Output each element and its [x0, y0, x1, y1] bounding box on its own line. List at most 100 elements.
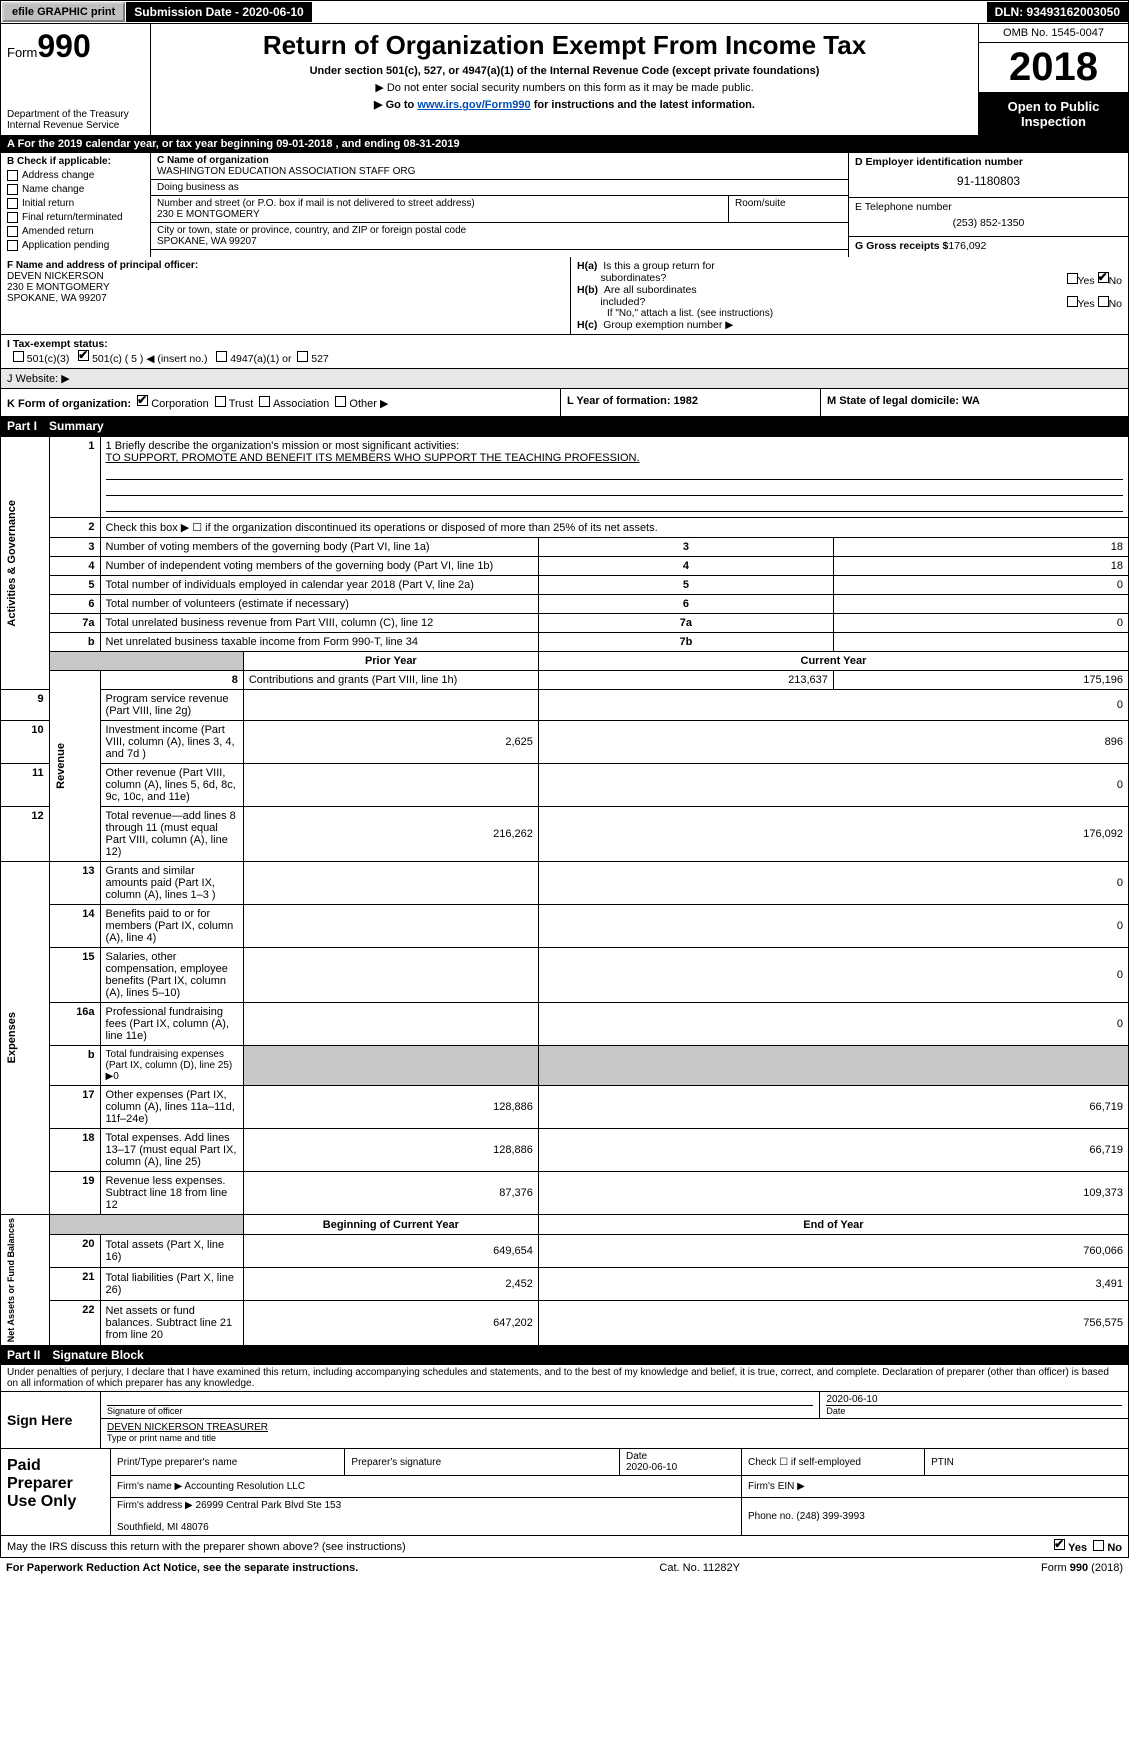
k-assoc: Association [273, 398, 329, 410]
footer-left: For Paperwork Reduction Act Notice, see … [6, 1562, 358, 1574]
checkbox-icon [7, 198, 18, 209]
check-initial-return[interactable]: Initial return [7, 198, 144, 209]
refcell: 5 [538, 576, 833, 595]
dba-label: Doing business as [157, 182, 842, 193]
linenum: 6 [49, 595, 100, 614]
form-prefix: Form [7, 45, 37, 60]
tax-year: 2018 [979, 43, 1128, 93]
linenum: 21 [49, 1267, 100, 1300]
checkbox-icon[interactable] [297, 351, 308, 362]
col-k: K Form of organization: Corporation Trus… [1, 389, 561, 416]
k-trust: Trust [229, 398, 254, 410]
gross-cell: G Gross receipts $176,092 [849, 237, 1128, 255]
curr-val: 0 [538, 905, 1128, 948]
eoy-val: 760,066 [538, 1235, 1128, 1268]
checkbox-icon[interactable] [1098, 296, 1109, 307]
check-amended[interactable]: Amended return [7, 226, 144, 237]
prior-val [243, 690, 538, 721]
perjury-text: Under penalties of perjury, I declare th… [0, 1365, 1129, 1392]
firm-phone-cell: Phone no. (248) 399-3993 [742, 1498, 1128, 1536]
chk-label: Amended return [22, 226, 94, 237]
curr-val: 66,719 [538, 1129, 1128, 1172]
city-cell: City or town, state or province, country… [151, 223, 848, 250]
checkbox-icon [7, 184, 18, 195]
linenum: 11 [1, 764, 50, 807]
value-cell [833, 595, 1128, 614]
checkbox-icon[interactable] [1093, 1540, 1104, 1551]
line-desc: Grants and similar amounts paid (Part IX… [106, 865, 216, 901]
linenum: 18 [49, 1129, 100, 1172]
value-cell [833, 633, 1128, 652]
firm-name-cell: Firm's name ▶ Accounting Resolution LLC [111, 1476, 742, 1498]
curr-val: 175,196 [833, 671, 1128, 690]
refcell: 3 [538, 538, 833, 557]
checkbox-icon[interactable] [216, 351, 227, 362]
prior-val [243, 764, 538, 807]
col-l: L Year of formation: 1982 [561, 389, 821, 416]
sign-block: Sign Here Signature of officer 2020-06-1… [0, 1392, 1129, 1449]
check-final-return[interactable]: Final return/terminated [7, 212, 144, 223]
form-subtitle-1: Under section 501(c), 527, or 4947(a)(1)… [157, 65, 972, 77]
linenum: b [49, 1046, 100, 1086]
checkbox-checked-icon[interactable] [137, 395, 148, 406]
linenum: 22 [49, 1300, 100, 1346]
part-1-title: Summary [49, 419, 104, 433]
checkbox-icon[interactable] [215, 396, 226, 407]
table-row: 18Total expenses. Add lines 13–17 (must … [1, 1129, 1129, 1172]
efile-print-button[interactable]: efile GRAPHIC print [2, 2, 125, 22]
table-row: 12Total revenue—add lines 8 through 11 (… [1, 807, 1129, 862]
ein-label: D Employer identification number [855, 156, 1122, 168]
checkbox-icon[interactable] [259, 396, 270, 407]
prior-val: 213,637 [538, 671, 833, 690]
checkbox-icon[interactable] [13, 351, 24, 362]
signer-name-cell: DEVEN NICKERSON TREASURERType or print n… [101, 1419, 1128, 1445]
curr-val: 176,092 [538, 807, 1128, 862]
check-pending[interactable]: Application pending [7, 240, 144, 251]
part-2-num: Part II [7, 1348, 40, 1362]
footer-right: Form 990 (2018) [1041, 1562, 1123, 1574]
part-1-header: Part I Summary [0, 417, 1129, 436]
checkbox-icon[interactable] [1067, 273, 1078, 284]
checkbox-checked-icon[interactable] [1054, 1539, 1065, 1550]
linenum: 13 [49, 862, 100, 905]
prep-date: Date2020-06-10 [619, 1449, 741, 1476]
ein-cell: D Employer identification number 91-1180… [849, 153, 1128, 198]
irs-link[interactable]: www.irs.gov/Form990 [417, 99, 530, 111]
checkbox-icon[interactable] [335, 396, 346, 407]
table-row: 4Number of independent voting members of… [1, 557, 1129, 576]
org-name: WASHINGTON EDUCATION ASSOCIATION STAFF O… [157, 166, 842, 177]
refcell: 7b [538, 633, 833, 652]
chk-label: Initial return [22, 198, 74, 209]
website-label: J Website: ▶ [7, 373, 70, 385]
curr-val: 0 [538, 1003, 1128, 1046]
form-990-num: 990 [37, 28, 90, 64]
part-2-header: Part II Signature Block [0, 1346, 1129, 1365]
check-address-change[interactable]: Address change [7, 170, 144, 181]
checkbox-checked-icon[interactable] [78, 350, 89, 361]
linenum: 19 [49, 1172, 100, 1215]
py-cy-header: Prior YearCurrent Year [1, 652, 1129, 671]
linenum: 16a [49, 1003, 100, 1046]
boy-hdr: Beginning of Current Year [243, 1215, 538, 1235]
goto-suffix: for instructions and the latest informat… [531, 99, 755, 111]
prior-val [243, 948, 538, 1003]
prior-val: 216,262 [243, 807, 538, 862]
shaded-cell [243, 1046, 538, 1086]
curr-val: 66,719 [538, 1086, 1128, 1129]
checkbox-icon[interactable] [1067, 296, 1078, 307]
checkbox-checked-icon[interactable] [1098, 272, 1109, 283]
boy-val: 647,202 [243, 1300, 538, 1346]
chk-label: Address change [22, 170, 94, 181]
table-row: 10Investment income (Part VIII, column (… [1, 721, 1129, 764]
curr-val: 0 [538, 690, 1128, 721]
sidelabel-netassets: Net Assets or Fund Balances [1, 1215, 50, 1346]
hb-note: If "No," attach a list. (see instruction… [577, 308, 1122, 319]
chk-label: Application pending [22, 240, 109, 251]
table-row: Revenue 8Contributions and grants (Part … [1, 671, 1129, 690]
line-2-desc: Check this box ▶ ☐ if the organization d… [100, 518, 1128, 538]
shaded-cell [538, 1046, 1128, 1086]
prior-val: 2,625 [243, 721, 538, 764]
check-name-change[interactable]: Name change [7, 184, 144, 195]
table-row: 19Revenue less expenses. Subtract line 1… [1, 1172, 1129, 1215]
col-m: M State of legal domicile: WA [821, 389, 1128, 416]
